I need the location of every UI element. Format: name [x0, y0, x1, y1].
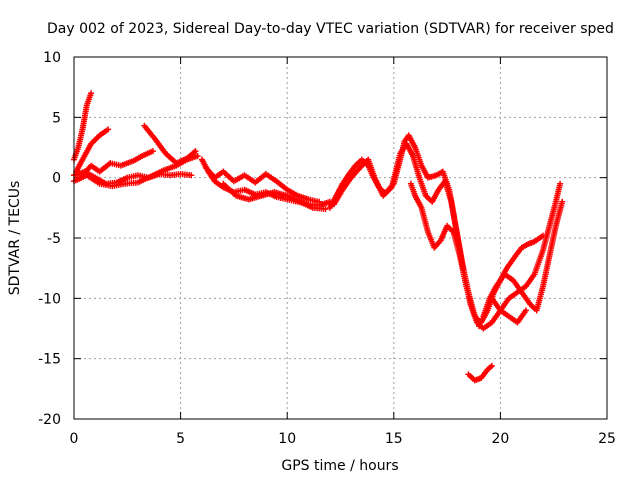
y-tick-label: -20: [38, 412, 61, 428]
chart-title: Day 002 of 2023, Sidereal Day-to-day VTE…: [47, 21, 614, 37]
x-tick-label: 20: [491, 431, 509, 447]
data-point: [476, 323, 483, 330]
x-tick-label: 5: [176, 431, 185, 447]
x-tick-label: 0: [70, 431, 79, 447]
data-marks: [71, 90, 566, 384]
series-track-8: [203, 165, 323, 205]
x-axis-label: GPS time / hours: [281, 458, 398, 474]
y-tick-label: 5: [52, 110, 61, 126]
x-tick-label: 15: [385, 431, 403, 447]
series-track-14: [488, 295, 529, 326]
x-tick-label: 10: [278, 431, 296, 447]
y-tick-label: -15: [38, 352, 61, 368]
series-track-6: [71, 152, 201, 190]
y-tick-label: -5: [47, 231, 61, 247]
series-track-12: [407, 180, 483, 330]
data-point: [522, 307, 529, 314]
y-tick-label: 10: [43, 50, 61, 66]
data-point: [557, 180, 564, 187]
data-point: [194, 152, 201, 159]
data-point: [149, 148, 156, 155]
y-axis-label: SDTVAR / TECUs: [7, 181, 23, 296]
data-point: [488, 362, 495, 369]
data-point: [188, 172, 195, 179]
data-point: [105, 126, 112, 133]
data-point: [88, 90, 95, 97]
x-tick-label: 25: [598, 431, 616, 447]
series-track-2: [73, 126, 112, 175]
series-track-13: [480, 198, 566, 320]
data-point: [559, 198, 566, 205]
y-tick-label: -10: [38, 291, 61, 307]
series-track-9: [220, 180, 329, 213]
y-tick-label: 0: [52, 171, 61, 187]
data-point: [192, 148, 199, 155]
tick-labels: 0 5 10 15 20 25 -20 -15 -10 -5 0 5 10: [38, 50, 616, 447]
data-point: [316, 198, 323, 205]
grid: [74, 57, 607, 419]
plot-frame: [73, 56, 608, 420]
data-point: [322, 206, 329, 213]
series-track-15: [465, 362, 495, 384]
